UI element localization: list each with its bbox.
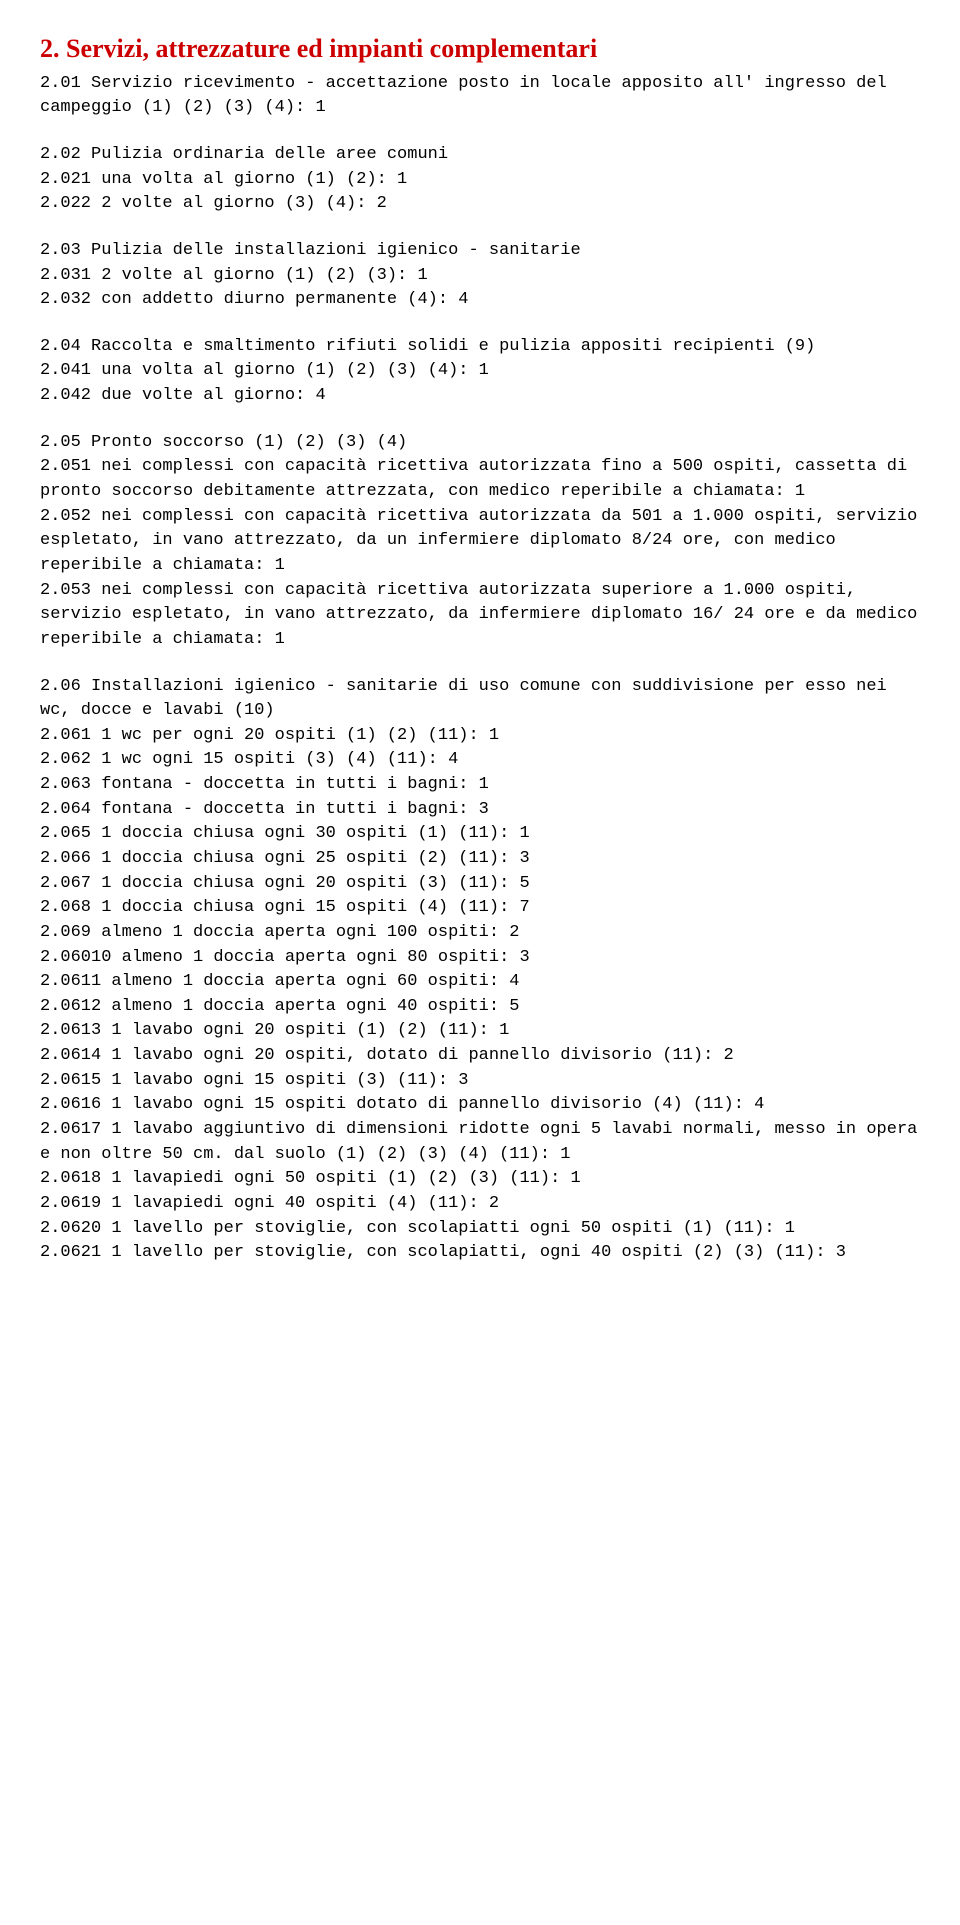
text-line: 2.032 con addetto diurno permanente (4):… xyxy=(40,290,468,309)
text-line: 2.06010 almeno 1 doccia aperta ogni 80 o… xyxy=(40,948,530,967)
text-line: 2.052 nei complessi con capacità ricetti… xyxy=(40,507,917,575)
text-line: 2.01 Servizio ricevimento - accettazione… xyxy=(40,74,887,118)
paragraph: 2.02 Pulizia ordinaria delle aree comuni… xyxy=(40,143,920,217)
text-line: 2.04 Raccolta e smaltimento rifiuti soli… xyxy=(40,337,815,356)
paragraph: 2.04 Raccolta e smaltimento rifiuti soli… xyxy=(40,335,920,409)
text-line: 2.021 una volta al giorno (1) (2): 1 xyxy=(40,170,407,189)
text-line: 2.0620 1 lavello per stoviglie, con scol… xyxy=(40,1219,795,1238)
paragraph: 2.03 Pulizia delle installazioni igienic… xyxy=(40,239,920,313)
text-line: 2.064 fontana - doccetta in tutti i bagn… xyxy=(40,800,489,819)
text-line: 2.0615 1 lavabo ogni 15 ospiti (3) (11):… xyxy=(40,1071,468,1090)
section-heading: 2. Servizi, attrezzature ed impianti com… xyxy=(40,30,920,68)
text-line: 2.067 1 doccia chiusa ogni 20 ospiti (3)… xyxy=(40,874,530,893)
document-body: 2.01 Servizio ricevimento - accettazione… xyxy=(40,72,920,1266)
text-line: 2.066 1 doccia chiusa ogni 25 ospiti (2)… xyxy=(40,849,530,868)
text-line: 2.02 Pulizia ordinaria delle aree comuni xyxy=(40,145,448,164)
text-line: 2.0617 1 lavabo aggiuntivo di dimensioni… xyxy=(40,1120,917,1164)
paragraph: 2.01 Servizio ricevimento - accettazione… xyxy=(40,72,920,121)
text-line: 2.051 nei complessi con capacità ricetti… xyxy=(40,457,907,501)
text-line: 2.042 due volte al giorno: 4 xyxy=(40,386,326,405)
paragraph: 2.06 Installazioni igienico - sanitarie … xyxy=(40,675,920,1266)
text-line: 2.069 almeno 1 doccia aperta ogni 100 os… xyxy=(40,923,519,942)
text-line: 2.022 2 volte al giorno (3) (4): 2 xyxy=(40,194,387,213)
text-line: 2.0612 almeno 1 doccia aperta ogni 40 os… xyxy=(40,997,519,1016)
text-line: 2.0618 1 lavapiedi ogni 50 ospiti (1) (2… xyxy=(40,1169,581,1188)
text-line: 2.063 fontana - doccetta in tutti i bagn… xyxy=(40,775,489,794)
text-line: 2.05 Pronto soccorso (1) (2) (3) (4) xyxy=(40,433,407,452)
text-line: 2.065 1 doccia chiusa ogni 30 ospiti (1)… xyxy=(40,824,530,843)
text-line: 2.0621 1 lavello per stoviglie, con scol… xyxy=(40,1243,846,1262)
text-line: 2.03 Pulizia delle installazioni igienic… xyxy=(40,241,581,260)
text-line: 2.053 nei complessi con capacità ricetti… xyxy=(40,581,917,649)
text-line: 2.0614 1 lavabo ogni 20 ospiti, dotato d… xyxy=(40,1046,734,1065)
text-line: 2.0611 almeno 1 doccia aperta ogni 60 os… xyxy=(40,972,519,991)
text-line: 2.0613 1 lavabo ogni 20 ospiti (1) (2) (… xyxy=(40,1021,509,1040)
paragraph: 2.05 Pronto soccorso (1) (2) (3) (4) 2.05… xyxy=(40,431,920,653)
text-line: 2.062 1 wc ogni 15 ospiti (3) (4) (11): … xyxy=(40,750,458,769)
text-line: 2.0616 1 lavabo ogni 15 ospiti dotato di… xyxy=(40,1095,764,1114)
text-line: 2.041 una volta al giorno (1) (2) (3) (4… xyxy=(40,361,489,380)
text-line: 2.068 1 doccia chiusa ogni 15 ospiti (4)… xyxy=(40,898,530,917)
text-line: 2.06 Installazioni igienico - sanitarie … xyxy=(40,677,887,721)
text-line: 2.061 1 wc per ogni 20 ospiti (1) (2) (1… xyxy=(40,726,499,745)
text-line: 2.031 2 volte al giorno (1) (2) (3): 1 xyxy=(40,266,428,285)
text-line: 2.0619 1 lavapiedi ogni 40 ospiti (4) (1… xyxy=(40,1194,499,1213)
